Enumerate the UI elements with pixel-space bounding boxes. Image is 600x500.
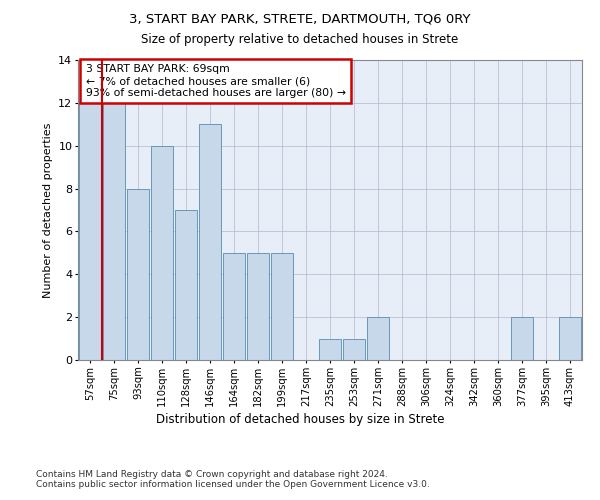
Bar: [559, 317, 581, 360]
Bar: [271, 253, 293, 360]
Text: 3, START BAY PARK, STRETE, DARTMOUTH, TQ6 0RY: 3, START BAY PARK, STRETE, DARTMOUTH, TQ…: [129, 12, 471, 26]
Bar: [223, 253, 245, 360]
Bar: [175, 210, 197, 360]
Text: Distribution of detached houses by size in Strete: Distribution of detached houses by size …: [156, 412, 444, 426]
Text: 3 START BAY PARK: 69sqm
← 7% of detached houses are smaller (6)
93% of semi-deta: 3 START BAY PARK: 69sqm ← 7% of detached…: [86, 64, 346, 98]
Text: Contains HM Land Registry data © Crown copyright and database right 2024.
Contai: Contains HM Land Registry data © Crown c…: [36, 470, 430, 490]
Text: Size of property relative to detached houses in Strete: Size of property relative to detached ho…: [142, 32, 458, 46]
Bar: [367, 317, 389, 360]
Y-axis label: Number of detached properties: Number of detached properties: [43, 122, 53, 298]
Bar: [511, 317, 533, 360]
Bar: [127, 188, 149, 360]
Bar: [199, 124, 221, 360]
Bar: [343, 338, 365, 360]
Bar: [79, 103, 101, 360]
Bar: [151, 146, 173, 360]
Bar: [103, 103, 125, 360]
Bar: [247, 253, 269, 360]
Bar: [319, 338, 341, 360]
